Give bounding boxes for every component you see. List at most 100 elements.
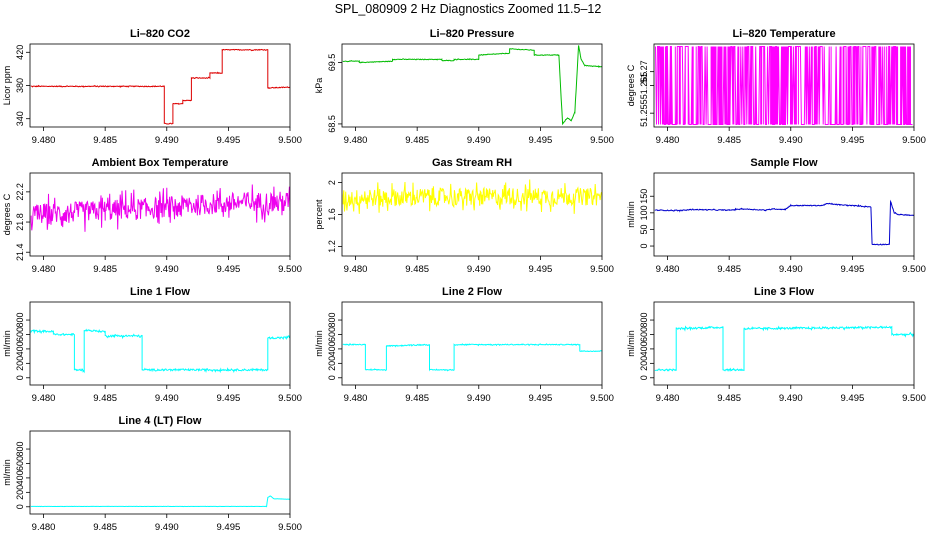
- y-tick-label: 51.265: [639, 72, 649, 100]
- chart-panel-1: Li–820 CO2 9.480 9.485 9.490 9.495 9.500 340 38…: [2, 28, 302, 146]
- series-line: [655, 46, 913, 125]
- x-tick-label: 9.485: [405, 393, 429, 404]
- y-tick-label: 21.4: [15, 243, 25, 261]
- chart-panel-5: Gas Stream RH 9.480 9.485 9.490 9.495 9.500 1.…: [314, 157, 614, 275]
- chart-panel-7: Line 1 Flow 9.480 9.485 9.490 9.495 9.500 0 200…: [2, 286, 302, 404]
- x-tick-label: 9.490: [155, 393, 179, 404]
- y-tick-label: 400: [327, 341, 337, 356]
- x-tick-label: 9.500: [278, 393, 302, 404]
- y-tick-label: 400: [639, 341, 649, 356]
- plot-frame: [29, 430, 291, 515]
- y-tick-label: 400: [15, 341, 25, 356]
- x-tick-label: 9.490: [779, 135, 803, 146]
- x-tick-label: 9.480: [344, 135, 368, 146]
- x-tick-label: 9.495: [528, 264, 552, 275]
- x-tick-label: 9.485: [717, 135, 741, 146]
- panel-title: Line 1 Flow: [130, 286, 190, 298]
- x-tick-label: 9.500: [590, 135, 614, 146]
- y-axis-label: ml/min: [314, 330, 324, 357]
- y-tick-label: 340: [15, 111, 25, 126]
- x-tick-label: 9.500: [590, 264, 614, 275]
- panel-title: Line 3 Flow: [754, 286, 814, 298]
- y-tick-label: 600: [639, 327, 649, 342]
- x-tick-label: 9.490: [779, 264, 803, 275]
- chart-panel-2: Li–820 Pressure 9.480 9.485 9.490 9.495 9.500…: [314, 28, 614, 146]
- y-axis-label: kPa: [314, 78, 324, 94]
- x-tick-label: 9.500: [278, 522, 302, 533]
- x-tick-label: 9.500: [278, 135, 302, 146]
- plot-frame: [29, 301, 291, 386]
- y-tick-label: 69.5: [327, 54, 337, 72]
- y-tick-label: 0: [639, 244, 649, 249]
- x-tick-label: 9.480: [656, 135, 680, 146]
- panel-title: Line 2 Flow: [442, 286, 502, 298]
- y-tick-label: 50: [639, 224, 649, 234]
- x-tick-label: 9.500: [590, 393, 614, 404]
- x-tick-label: 9.495: [528, 393, 552, 404]
- y-tick-label: 800: [327, 313, 337, 328]
- y-axis-label: Licor ppm: [2, 66, 12, 106]
- panel-title: Li–820 Temperature: [732, 28, 835, 40]
- y-axis-label: ml/min: [2, 459, 12, 486]
- panel-title: Gas Stream RH: [432, 157, 512, 169]
- x-tick-label: 9.495: [840, 135, 864, 146]
- x-tick-label: 9.480: [32, 264, 56, 275]
- plot-frame: [653, 301, 915, 386]
- y-tick-label: 200: [15, 356, 25, 371]
- y-tick-label: 2: [327, 180, 337, 185]
- x-tick-label: 9.495: [216, 393, 240, 404]
- series-line: [342, 179, 602, 214]
- y-tick-label: 22.2: [15, 183, 25, 201]
- y-tick-label: 150: [639, 189, 649, 204]
- y-tick-label: 800: [639, 313, 649, 328]
- y-tick-label: 800: [15, 313, 25, 328]
- series-line: [342, 45, 602, 126]
- x-tick-label: 9.485: [405, 135, 429, 146]
- y-tick-label: 200: [15, 485, 25, 500]
- x-tick-label: 9.485: [93, 522, 117, 533]
- y-tick-label: 100: [639, 205, 649, 220]
- x-tick-label: 9.485: [717, 393, 741, 404]
- y-tick-label: 1.2: [327, 240, 337, 253]
- x-tick-label: 9.500: [278, 264, 302, 275]
- x-tick-label: 9.495: [216, 522, 240, 533]
- x-tick-label: 9.485: [93, 264, 117, 275]
- y-tick-label: 0: [15, 375, 25, 380]
- chart-panel-10: Line 4 (LT) Flow 9.480 9.485 9.490 9.495 9.50…: [2, 415, 302, 533]
- panel-title: Li–820 CO2: [130, 28, 190, 40]
- plot-frame: [29, 172, 291, 257]
- panel-title: Li–820 Pressure: [430, 28, 514, 40]
- x-tick-label: 9.495: [216, 135, 240, 146]
- chart-panel-8: Line 2 Flow 9.480 9.485 9.490 9.495 9.500 0 200…: [314, 286, 614, 404]
- plot-frame: [341, 43, 603, 128]
- x-tick-label: 9.500: [902, 135, 926, 146]
- x-tick-label: 9.490: [155, 522, 179, 533]
- x-tick-label: 9.490: [467, 393, 491, 404]
- panel-title: Line 4 (LT) Flow: [119, 415, 202, 427]
- x-tick-label: 9.495: [840, 264, 864, 275]
- y-tick-label: 51.27: [639, 60, 649, 83]
- y-axis-label: degrees C: [2, 193, 12, 235]
- y-tick-label: 0: [15, 504, 25, 509]
- series-line: [30, 495, 290, 508]
- y-tick-label: 600: [327, 327, 337, 342]
- y-tick-label: 200: [639, 356, 649, 371]
- plot-frame: [341, 301, 603, 386]
- x-tick-label: 9.480: [656, 264, 680, 275]
- y-axis-label: degrees C: [626, 64, 636, 106]
- x-tick-label: 9.485: [93, 135, 117, 146]
- x-tick-label: 9.480: [32, 393, 56, 404]
- panel-title: Ambient Box Temperature: [92, 157, 229, 169]
- x-tick-label: 9.480: [656, 393, 680, 404]
- y-axis-label: ml/min: [626, 330, 636, 357]
- panel-title: Sample Flow: [750, 157, 818, 169]
- y-tick-label: 420: [15, 45, 25, 60]
- chart-panel-4: Ambient Box Temperature 9.480 9.485 9.490 9.…: [2, 157, 302, 275]
- chart-panel-6: Sample Flow 9.480 9.485 9.490 9.495 9.500 0 50 1…: [626, 157, 926, 275]
- x-tick-label: 9.480: [32, 522, 56, 533]
- series-line: [30, 328, 290, 374]
- x-tick-label: 9.495: [840, 393, 864, 404]
- x-tick-label: 9.500: [902, 393, 926, 404]
- y-tick-label: 400: [15, 470, 25, 485]
